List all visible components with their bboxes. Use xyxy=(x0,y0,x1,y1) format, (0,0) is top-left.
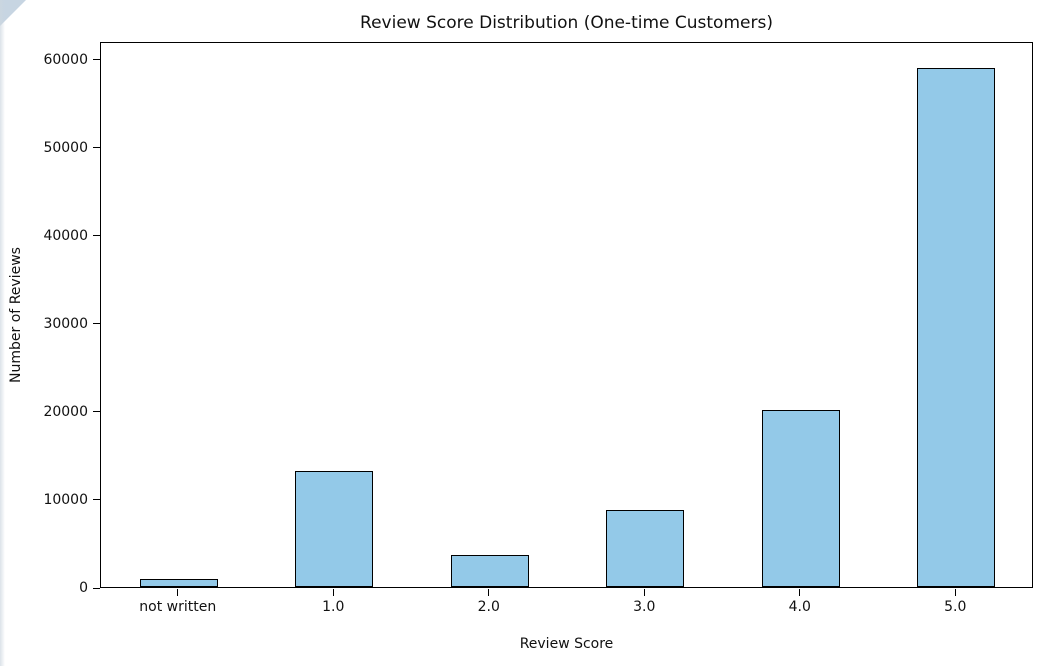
x-tick-label: 3.0 xyxy=(633,599,656,615)
y-tick-label: 60000 xyxy=(43,51,88,68)
y-tick-label: 0 xyxy=(79,580,88,596)
y-tick-label: 10000 xyxy=(43,491,88,508)
x-tick-mark xyxy=(332,589,334,596)
x-tick-label: not written xyxy=(139,599,217,615)
x-tick-mark xyxy=(799,589,801,596)
y-tick-label: 50000 xyxy=(43,139,88,156)
chart-title: Review Score Distribution (One-time Cust… xyxy=(360,13,773,33)
x-tick-mark xyxy=(488,589,490,596)
x-tick-label: 2.0 xyxy=(477,599,500,615)
bar xyxy=(761,410,840,587)
bar xyxy=(450,555,529,587)
window-edge-shadow xyxy=(0,0,5,666)
y-tick-label: 40000 xyxy=(43,227,88,244)
y-tick-label: 30000 xyxy=(43,315,88,332)
y-tick-mark xyxy=(93,147,100,149)
plot-area xyxy=(100,42,1033,588)
y-tick-label: 20000 xyxy=(43,403,88,420)
bar xyxy=(139,579,218,587)
x-tick-mark xyxy=(643,589,645,596)
y-tick-mark xyxy=(93,587,100,589)
y-tick-mark xyxy=(93,59,100,61)
bar xyxy=(917,68,996,587)
x-tick-mark xyxy=(177,589,179,596)
x-tick-label: 4.0 xyxy=(788,599,811,615)
bar xyxy=(606,509,685,587)
y-tick-mark xyxy=(93,499,100,501)
y-tick-mark xyxy=(93,411,100,413)
x-tick-label: 1.0 xyxy=(322,599,345,615)
x-tick-mark xyxy=(954,589,956,596)
bar xyxy=(295,470,374,587)
y-tick-mark xyxy=(93,323,100,325)
x-tick-label: 5.0 xyxy=(944,599,967,615)
y-tick-mark xyxy=(93,235,100,237)
x-axis-label: Review Score xyxy=(519,636,614,652)
